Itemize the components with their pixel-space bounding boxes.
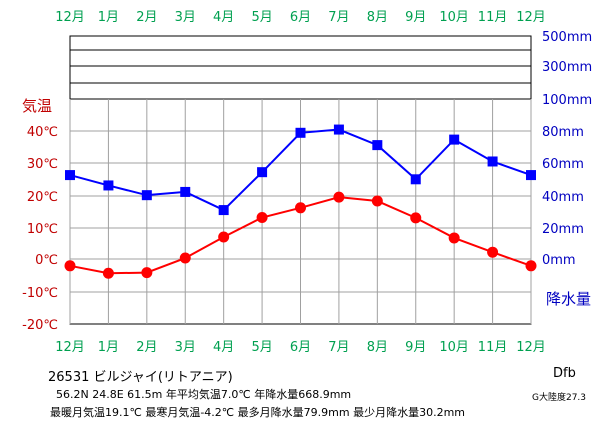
temperature-tick-label: -10℃: [22, 286, 58, 301]
bottom-month-labels: 12月 1月 2月 3月 4月 5月 6月 7月 8月 9月 10月 11月 12月: [55, 340, 546, 355]
temperature-point: [102, 267, 114, 279]
precipitation-point: [180, 186, 191, 197]
precipitation-tick-label: 300mm: [542, 60, 592, 75]
month-label-top: 6月: [290, 10, 311, 25]
month-label-top: 9月: [405, 10, 426, 25]
temperature-tick-label: 20℃: [27, 190, 58, 205]
month-label-top: 4月: [213, 10, 234, 25]
month-label-bottom: 11月: [478, 340, 508, 355]
month-label-bottom: 7月: [328, 340, 349, 355]
month-label-top: 7月: [328, 10, 349, 25]
month-label-bottom: 5月: [251, 340, 272, 355]
month-label-bottom: 12月: [516, 340, 546, 355]
continentality-index: G大陸度27.3: [532, 393, 587, 403]
temperature-point: [295, 202, 306, 214]
precipitation-point: [487, 156, 498, 167]
precipitation-point: [372, 140, 383, 151]
temperature-point: [179, 252, 191, 264]
grid: [69, 35, 532, 325]
month-label-top: 5月: [251, 10, 272, 25]
month-label-bottom: 9月: [405, 340, 426, 355]
temperature-axis: 気温 40℃ 30℃ 20℃ 10℃ 0℃ -10℃ -20℃: [22, 97, 58, 333]
precipitation-tick-label: 500mm: [542, 30, 592, 45]
station-extremes: 最暖月気温19.1℃ 最寒月気温-4.2℃ 最多月降水量79.9mm 最少月降水…: [50, 406, 465, 419]
precipitation-tick-label: 0mm: [542, 253, 576, 268]
month-label-bottom: 1月: [98, 340, 119, 355]
month-label-top: 12月: [55, 10, 85, 25]
precipitation-axis-title: 降水量: [546, 290, 591, 308]
temperature-tick-label: 0℃: [35, 253, 58, 268]
koppen-class: Dfb: [553, 366, 576, 381]
month-label-bottom: 4月: [213, 340, 234, 355]
precipitation-tick-label: 80mm: [542, 125, 584, 140]
month-label-bottom: 3月: [175, 340, 196, 355]
month-label-top: 2月: [136, 10, 157, 25]
precipitation-axis: 降水量 500mm 300mm 100mm 80mm 60mm 40mm 20mm 0mm: [542, 30, 592, 308]
temperature-point: [410, 212, 422, 224]
temperature-tick-label: 30℃: [27, 157, 58, 172]
month-label-top: 1月: [98, 10, 119, 25]
temperature-tick-label: -20℃: [22, 318, 58, 333]
temperature-point: [371, 195, 383, 207]
temperature-point: [448, 232, 460, 244]
precipitation-point: [218, 205, 229, 216]
month-label-top: 10月: [439, 10, 469, 25]
precipitation-tick-label: 100mm: [542, 93, 592, 108]
station-name: 26531 ビルジャイ(リトアニア): [48, 370, 233, 385]
precipitation-point: [103, 180, 114, 191]
temperature-point: [141, 267, 153, 279]
precipitation-point: [141, 190, 152, 201]
temperature-point: [218, 231, 230, 243]
month-label-bottom: 12月: [55, 340, 85, 355]
temperature-axis-title: 気温: [22, 97, 52, 115]
month-label-top: 3月: [175, 10, 196, 25]
temperature-point: [525, 260, 537, 272]
temperature-tick-label: 10℃: [27, 222, 58, 237]
precipitation-point: [333, 124, 344, 135]
temperature-tick-label: 40℃: [27, 125, 58, 140]
temperature-point: [333, 191, 345, 203]
month-label-bottom: 10月: [439, 340, 469, 355]
precipitation-point: [65, 170, 75, 181]
precipitation-point: [449, 134, 460, 145]
month-label-top: 8月: [367, 10, 388, 25]
month-label-bottom: 8月: [367, 340, 388, 355]
temperature-point: [256, 212, 268, 224]
precipitation-tick-label: 60mm: [542, 157, 584, 172]
precipitation-point: [257, 167, 268, 178]
precipitation-point: [526, 170, 536, 181]
month-label-top: 12月: [516, 10, 546, 25]
precipitation-tick-label: 20mm: [542, 222, 584, 237]
series: [64, 124, 537, 279]
temperature-point: [64, 260, 76, 272]
precipitation-tick-label: 40mm: [542, 190, 584, 205]
top-month-labels: 12月 1月 2月 3月 4月 5月 6月 7月 8月 9月 10月 11月 12月: [55, 10, 546, 25]
precipitation-point: [295, 127, 306, 138]
month-label-bottom: 2月: [136, 340, 157, 355]
precipitation-point: [410, 174, 421, 185]
month-label-bottom: 6月: [290, 340, 311, 355]
station-summary: 56.2N 24.8E 61.5m 年平均気温7.0℃ 年降水量668.9mm: [56, 388, 352, 401]
month-label-top: 11月: [478, 10, 508, 25]
temperature-point: [487, 246, 499, 258]
